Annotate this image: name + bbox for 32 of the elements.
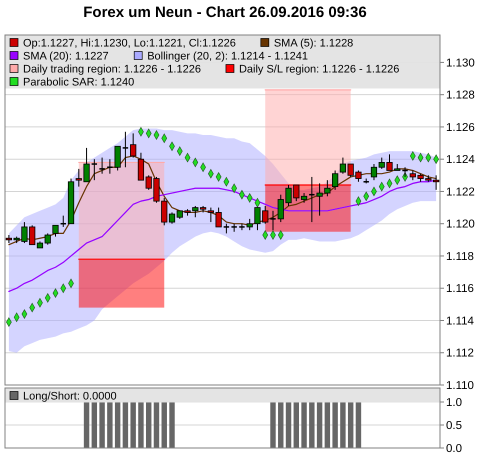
y-tick-label: 1.116 — [446, 283, 474, 296]
y-tick-label: 1.128 — [446, 90, 475, 102]
y-tick-label: 1.120 — [446, 218, 475, 231]
candlestick — [98, 157, 106, 174]
y-tick-label: 1.124 — [446, 154, 476, 166]
legend-label: Parabolic SAR: 1.1240 — [23, 76, 134, 88]
y-tick-label: 1.112 — [446, 348, 474, 360]
legend-label: Op:1.1227, Hi:1.1230, Lo:1.1221, Cl:1.1226 — [23, 38, 236, 50]
y-tick-label: 1.0 — [446, 397, 462, 409]
candlestick — [90, 158, 98, 181]
legend-label: Daily S/L region: 1.1226 - 1.1226 — [238, 64, 400, 76]
legend-label: Daily trading region: 1.1226 - 1.1226 — [23, 64, 201, 76]
y-tick-label: 0.5 — [446, 420, 462, 432]
y-tick-label: 0.0 — [446, 443, 462, 455]
y-tick-label: 1.126 — [446, 122, 475, 134]
candlestick — [308, 176, 316, 223]
y-tick-label: 1.114 — [446, 315, 475, 328]
y-tick-label: 1.110 — [446, 380, 474, 392]
candlestick — [332, 170, 338, 190]
y-tick-label: 1.130 — [446, 57, 475, 70]
legend-label: SMA (20): 1.1227 — [23, 50, 109, 62]
candlestick — [222, 223, 230, 234]
chart-title: Forex um Neun - Chart 26.09.2016 09:36 — [83, 4, 367, 21]
legend-label: Bollinger (20, 2): 1.1214 - 1.1241 — [147, 50, 308, 62]
legend-label: Long/Short: 0.0000 — [23, 390, 117, 402]
legend-label: SMA (5): 1.1228 — [274, 38, 354, 50]
y-tick-label: 1.118 — [446, 250, 474, 263]
candlestick — [60, 215, 67, 228]
candlestick — [130, 132, 136, 158]
candlestick — [52, 224, 59, 238]
y-tick-label: 1.122 — [446, 186, 475, 198]
candlestick — [106, 158, 114, 174]
